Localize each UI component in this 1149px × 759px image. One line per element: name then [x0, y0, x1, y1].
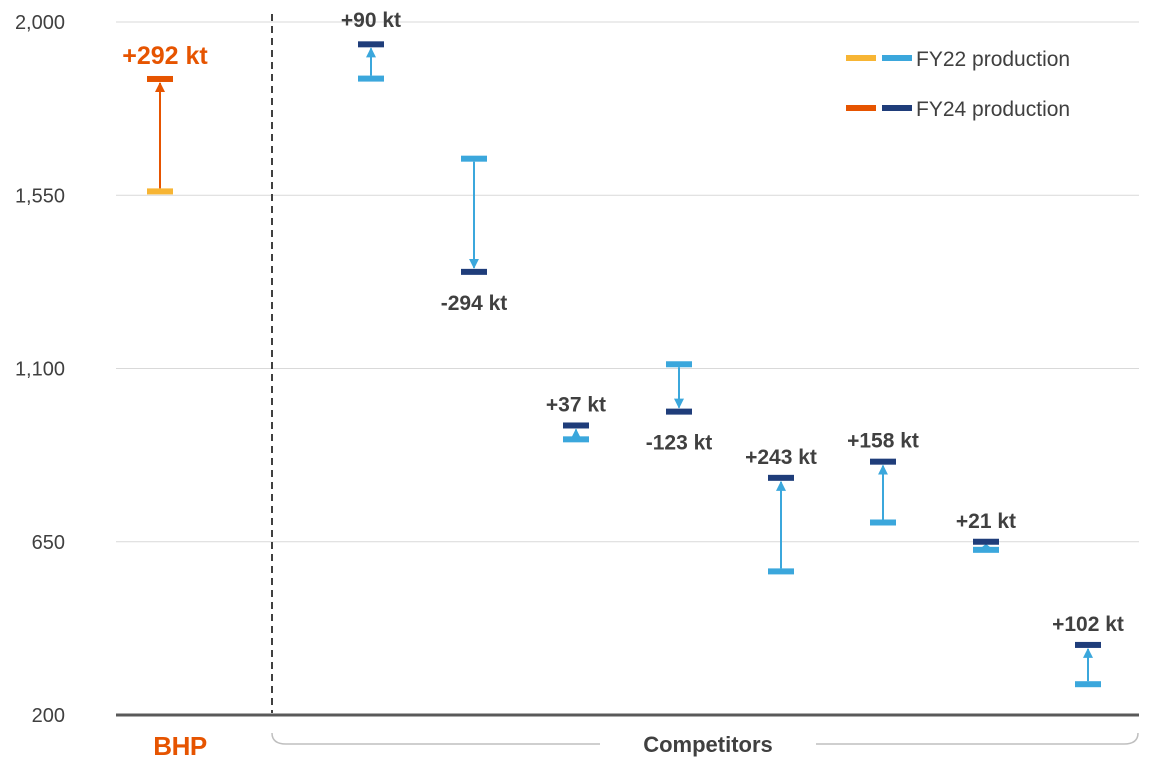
- y-tick-label: 1,550: [15, 185, 65, 207]
- fy22-mark: [870, 519, 896, 526]
- competitors-bracket: [271, 732, 600, 745]
- delta-label: +243 kt: [745, 446, 817, 469]
- category-bhp-logo: BHP: [153, 731, 207, 759]
- range-competitor-1: +90 kt: [341, 9, 401, 82]
- competitors-bracket: [816, 732, 1139, 745]
- range-competitor-2: -294 kt: [441, 155, 508, 315]
- legend: FY22 production FY24 production: [846, 48, 1070, 121]
- range-bhp: +292 kt: [122, 42, 208, 195]
- gridlines: [116, 21, 1139, 543]
- fy22-mark: [768, 568, 794, 575]
- category-competitors: Competitors: [643, 732, 773, 757]
- fy22-mark: [666, 361, 692, 368]
- fy24-mark: [147, 75, 173, 82]
- fy24-mark: [870, 458, 896, 465]
- delta-label: -123 kt: [646, 432, 713, 455]
- range-competitor-7: +21 kt: [956, 510, 1016, 553]
- fy24-mark: [768, 474, 794, 481]
- y-tick-label: 1,100: [15, 359, 65, 381]
- fy22-mark: [563, 436, 589, 443]
- fy24-mark: [1075, 641, 1101, 648]
- legend-swatch: [882, 105, 912, 111]
- legend-entry: FY24 production: [846, 98, 1070, 121]
- y-tick-label: 200: [32, 705, 65, 727]
- fy22-mark: [973, 546, 999, 553]
- y-tick-label: 650: [32, 532, 65, 554]
- range-competitor-6: +158 kt: [847, 430, 919, 526]
- delta-label: +37 kt: [546, 393, 606, 416]
- y-tick-label: 2,000: [15, 12, 65, 34]
- fy24-mark: [973, 538, 999, 545]
- fy24-mark: [563, 422, 589, 429]
- fy24-mark: [358, 41, 384, 48]
- delta-label: +21 kt: [956, 510, 1016, 533]
- legend-label: FY24 production: [916, 98, 1070, 121]
- legend-label: FY22 production: [916, 48, 1070, 71]
- fy22-mark: [147, 188, 173, 195]
- range-competitor-4: -123 kt: [646, 361, 713, 455]
- series-marks: +292 kt +90 kt -294 kt +37 kt -123 kt +243 kt…: [122, 9, 1124, 688]
- delta-label: -294 kt: [441, 292, 508, 315]
- delta-label: +158 kt: [847, 430, 919, 453]
- legend-swatch: [882, 55, 912, 61]
- category-axis: BHP Competitors: [153, 731, 1139, 759]
- delta-label: +90 kt: [341, 9, 401, 32]
- range-competitor-8: +102 kt: [1052, 613, 1124, 688]
- legend-entry: FY22 production: [846, 48, 1070, 71]
- fy24-mark: [666, 408, 692, 415]
- change-arrow: [981, 543, 991, 548]
- y-axis: 200 650 1,100 1,550 2,000: [15, 12, 1139, 727]
- legend-swatch: [846, 55, 876, 61]
- delta-label: +292 kt: [122, 42, 208, 70]
- range-competitor-3: +37 kt: [546, 393, 606, 443]
- fy22-mark: [358, 75, 384, 82]
- legend-swatch: [846, 105, 876, 111]
- fy24-mark: [461, 268, 487, 275]
- range-competitor-5: +243 kt: [745, 446, 817, 575]
- fy22-mark: [461, 155, 487, 162]
- fy22-mark: [1075, 681, 1101, 688]
- delta-label: +102 kt: [1052, 613, 1124, 636]
